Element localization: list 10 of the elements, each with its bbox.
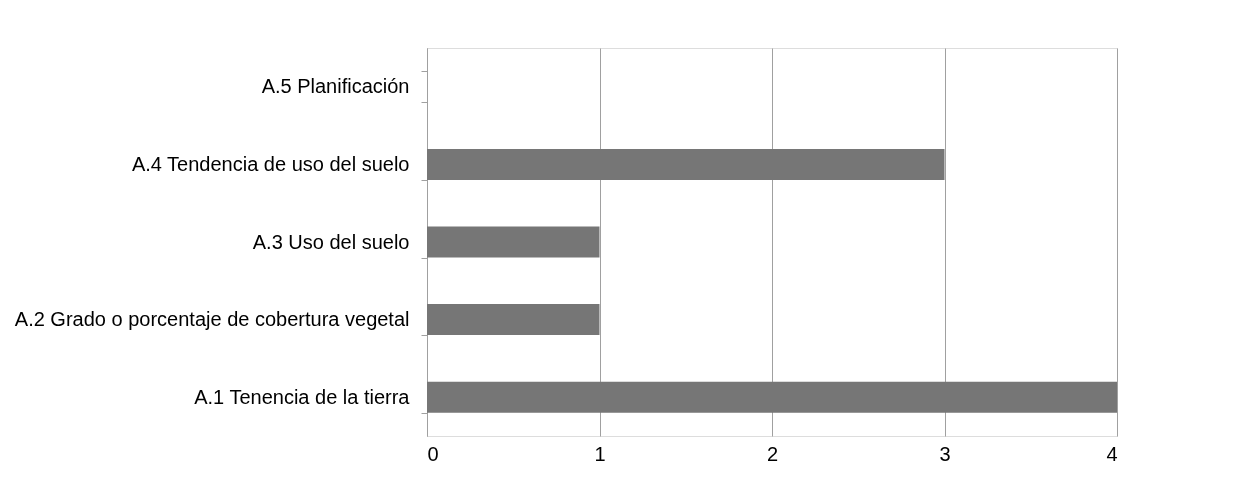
y-tick-label: A.4 Tendencia de uso del suelo [131,152,410,175]
y-tick-label: A.1 Tenencia de la tierra [194,385,411,408]
x-tick-label: 0 [427,442,439,465]
y-tick-label: A.3 Uso del suelo [252,230,410,253]
x-tick-label: 3 [939,442,951,465]
y-tick-label: A.2 Grado o porcentaje de cobertura vegetal [14,308,410,331]
x-tick-label: 4 [1106,442,1118,465]
x-tick-label: 1 [594,442,606,465]
y-tick-label: A.5 Planificación [261,75,410,98]
x-tick-label: 2 [766,442,779,465]
